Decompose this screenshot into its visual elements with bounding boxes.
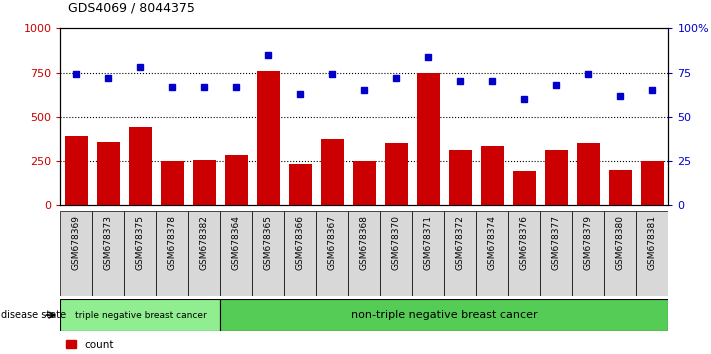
- Text: GSM678374: GSM678374: [488, 215, 497, 270]
- Bar: [60, 299, 220, 331]
- Text: disease state: disease state: [1, 310, 66, 320]
- Bar: [289, 164, 311, 205]
- Bar: [316, 211, 348, 296]
- Text: GSM678378: GSM678378: [168, 215, 177, 270]
- Text: GSM678366: GSM678366: [296, 215, 305, 270]
- Bar: [60, 211, 92, 296]
- Bar: [124, 211, 156, 296]
- Text: GSM678367: GSM678367: [328, 215, 337, 270]
- Bar: [385, 143, 407, 205]
- Bar: [156, 211, 188, 296]
- Bar: [449, 150, 471, 205]
- Bar: [348, 211, 380, 296]
- Text: non-triple negative breast cancer: non-triple negative breast cancer: [351, 310, 538, 320]
- Text: GSM678368: GSM678368: [360, 215, 369, 270]
- Bar: [481, 146, 503, 205]
- Bar: [412, 211, 444, 296]
- Bar: [609, 170, 631, 205]
- Bar: [444, 211, 476, 296]
- Bar: [417, 73, 439, 205]
- Text: GSM678377: GSM678377: [552, 215, 561, 270]
- Text: GSM678380: GSM678380: [616, 215, 625, 270]
- Bar: [636, 211, 668, 296]
- Text: GSM678364: GSM678364: [232, 215, 241, 270]
- Bar: [225, 155, 247, 205]
- Bar: [252, 211, 284, 296]
- Text: GSM678375: GSM678375: [136, 215, 145, 270]
- Bar: [513, 171, 535, 205]
- Bar: [220, 211, 252, 296]
- Bar: [284, 211, 316, 296]
- Bar: [92, 211, 124, 296]
- Text: GSM678372: GSM678372: [456, 215, 465, 270]
- Text: GSM678371: GSM678371: [424, 215, 433, 270]
- Bar: [572, 211, 604, 296]
- Bar: [545, 150, 567, 205]
- Legend: count, percentile rank within the sample: count, percentile rank within the sample: [65, 340, 260, 354]
- Text: GSM678379: GSM678379: [584, 215, 593, 270]
- Bar: [540, 211, 572, 296]
- Bar: [161, 161, 183, 205]
- Bar: [380, 211, 412, 296]
- Bar: [97, 142, 119, 205]
- Bar: [508, 211, 540, 296]
- Text: GSM678370: GSM678370: [392, 215, 401, 270]
- Bar: [353, 161, 375, 205]
- Bar: [577, 143, 599, 205]
- Text: GSM678382: GSM678382: [200, 215, 209, 270]
- Bar: [193, 160, 215, 205]
- Bar: [641, 161, 663, 205]
- Text: GSM678373: GSM678373: [104, 215, 113, 270]
- Text: GSM678381: GSM678381: [648, 215, 657, 270]
- Bar: [321, 139, 343, 205]
- Bar: [188, 211, 220, 296]
- Bar: [65, 136, 87, 205]
- Text: GDS4069 / 8044375: GDS4069 / 8044375: [68, 1, 194, 14]
- Text: GSM678376: GSM678376: [520, 215, 529, 270]
- Text: GSM678365: GSM678365: [264, 215, 273, 270]
- Text: triple negative breast cancer: triple negative breast cancer: [75, 310, 206, 320]
- Bar: [220, 299, 668, 331]
- Text: GSM678369: GSM678369: [72, 215, 81, 270]
- Bar: [604, 211, 636, 296]
- Bar: [476, 211, 508, 296]
- Bar: [257, 71, 279, 205]
- Bar: [129, 127, 151, 205]
